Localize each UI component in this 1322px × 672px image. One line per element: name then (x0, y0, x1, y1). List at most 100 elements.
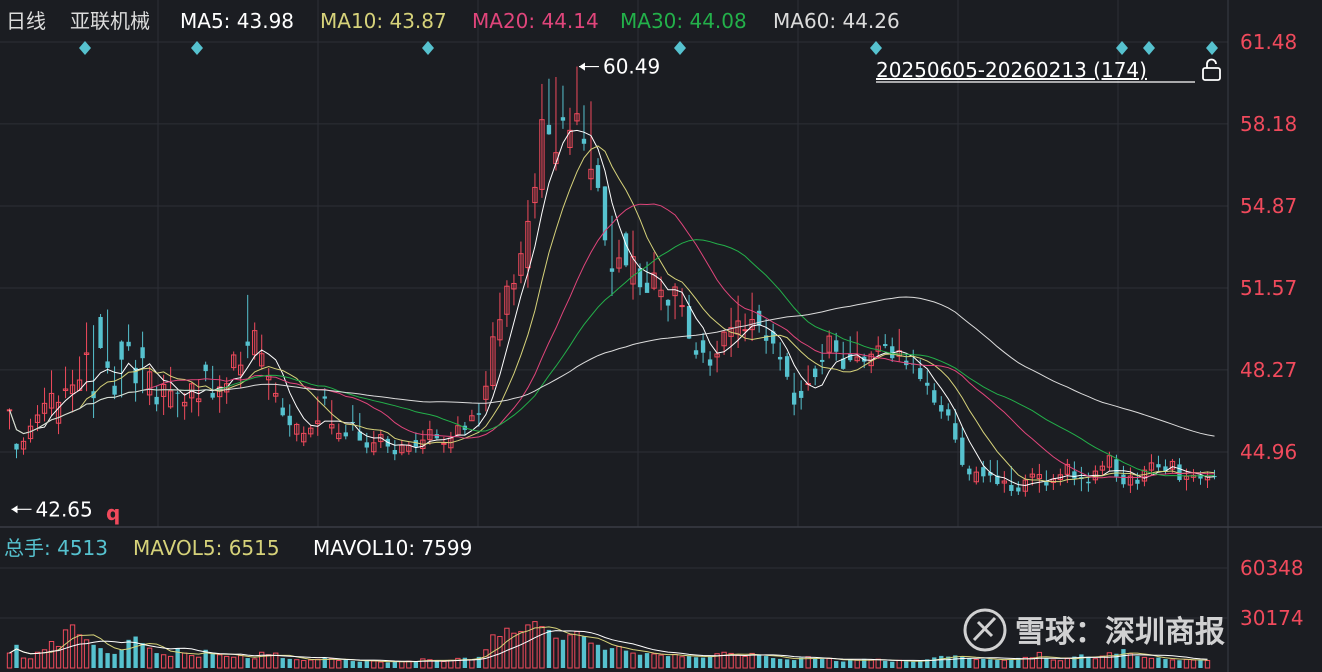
date-range-label[interactable]: 20250605-20260213 (174) (876, 58, 1147, 82)
candle-body (1016, 487, 1021, 492)
candle-body (146, 371, 153, 396)
volume-bar (798, 657, 804, 668)
volume-bar (693, 657, 699, 668)
mavol5-label: MAVOL5: 6515 (133, 536, 280, 560)
event-markers[interactable] (79, 41, 1218, 55)
candle-body (34, 414, 41, 423)
volume-bar (812, 658, 818, 668)
volume-bar (315, 658, 321, 669)
lock-icon[interactable] (1202, 58, 1221, 81)
candle-body (854, 356, 860, 362)
volume-bar (231, 656, 237, 669)
candle-body (1099, 465, 1106, 471)
volume-bar (1169, 659, 1176, 669)
volume-bar (679, 656, 685, 669)
volume-bar (126, 639, 131, 668)
volume-bar (20, 657, 27, 669)
volume-bar (525, 624, 531, 669)
candle-body (483, 385, 489, 400)
candle-body (399, 444, 405, 454)
volume-bar (973, 659, 979, 669)
candle-body (581, 138, 587, 144)
ma60-line (9, 296, 1215, 437)
candle-body (820, 359, 825, 362)
volume-bar (469, 659, 475, 669)
volume-bar (83, 639, 90, 669)
candle-body (918, 368, 923, 380)
candle-body (1029, 473, 1036, 478)
candle-body (490, 336, 496, 386)
mavol5-line (9, 626, 1208, 663)
volume-bar (76, 634, 83, 669)
candle-body (875, 345, 881, 352)
candle-body (770, 331, 776, 344)
volume-bar (665, 656, 671, 668)
volume-bar (195, 656, 202, 669)
candle-body (574, 113, 580, 122)
candle-body (469, 415, 475, 422)
candle-body (231, 354, 237, 369)
volume-bar (399, 661, 405, 669)
price-tick-label: 54.87 (1240, 194, 1297, 218)
volume-bar (595, 644, 601, 668)
volume-bar (301, 660, 307, 669)
volume-bar (770, 658, 776, 668)
event-marker-icon (1116, 41, 1128, 55)
watermark-text: 雪球：深圳商报 (1015, 615, 1225, 650)
volume-bar (1141, 656, 1148, 669)
volume-bar (1127, 653, 1134, 669)
candle-body (119, 341, 124, 360)
candle-body (973, 471, 979, 483)
volume-bar (651, 653, 657, 669)
volume-bar (1148, 657, 1155, 669)
volume-prefix: 总手: (4, 536, 57, 560)
volume-bar (203, 649, 208, 668)
candle-body (988, 472, 993, 476)
candle-body (686, 306, 692, 339)
volume-value: 4513 (57, 536, 108, 560)
candle-body (280, 407, 285, 416)
candle-body (497, 319, 503, 341)
candle-body (658, 289, 664, 298)
volume-bar (967, 658, 972, 668)
volume-bar (834, 661, 839, 668)
candle-body (259, 353, 265, 367)
candle-body (812, 368, 818, 378)
candle-body (1212, 476, 1217, 478)
candle-body (518, 253, 524, 276)
candle-body (777, 356, 783, 360)
volume-bar (1198, 660, 1203, 668)
candle-body (112, 385, 117, 395)
ma10-label: MA10: 43.87 (320, 9, 447, 33)
volume-bar (749, 652, 755, 669)
candle-body (308, 427, 314, 435)
candle-body (273, 392, 279, 397)
candle-body (62, 388, 69, 391)
volume-bar (308, 659, 314, 669)
candle-body (1009, 485, 1014, 491)
candle-body (1156, 464, 1161, 468)
volume-bar (854, 659, 860, 669)
candlesticks (6, 66, 1217, 497)
stock-name: 亚联机械 (70, 9, 150, 33)
candle-body (665, 299, 671, 306)
watermark: 雪球：深圳商报 (963, 608, 1225, 652)
candle-body (20, 440, 27, 450)
volume-bar (868, 659, 874, 669)
period-label[interactable]: 日线 (6, 9, 46, 33)
candle-body (1148, 462, 1155, 471)
volume-bar (98, 648, 103, 668)
volume-bar (160, 654, 167, 669)
candle-body (413, 440, 419, 447)
candle-body (651, 272, 657, 289)
snowball-logo-icon (972, 616, 997, 642)
candle-body (434, 434, 440, 439)
volume-bar (181, 652, 188, 669)
candle-body (525, 220, 531, 269)
volume-bar (763, 656, 769, 668)
volume-bar (925, 659, 930, 668)
volume-bars (6, 621, 1211, 669)
volume-bar (252, 658, 258, 669)
candle-body (848, 353, 853, 361)
